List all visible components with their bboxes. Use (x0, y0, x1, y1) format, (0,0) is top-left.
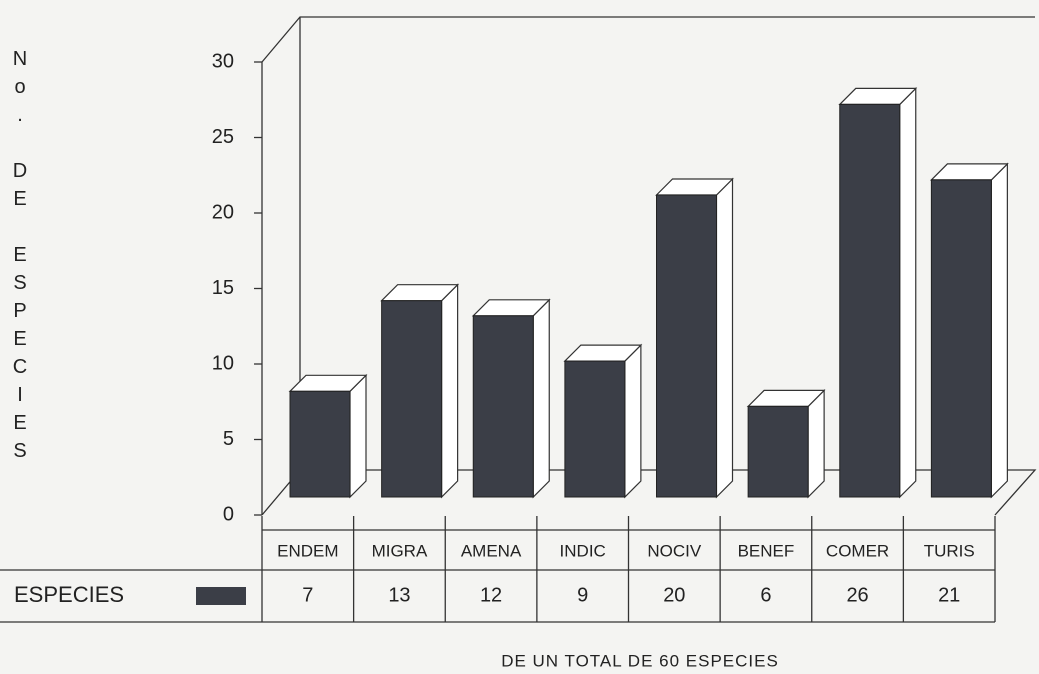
bar-side (441, 283, 459, 499)
bar (747, 405, 809, 498)
y-tick-label: 15 (212, 277, 234, 299)
x-tick-label: TURIS (924, 541, 975, 560)
x-tick-label: NOCIV (647, 541, 702, 560)
bar-side (624, 343, 642, 499)
y-tick-label: 20 (212, 201, 234, 223)
x-tick-label: MIGRA (372, 541, 428, 560)
bar-side (807, 388, 825, 499)
x-tick-label: INDIC (560, 541, 606, 560)
floor (261, 469, 1037, 516)
x-tick-label: AMENA (461, 541, 522, 560)
bar (564, 360, 626, 498)
bar-side (990, 162, 1008, 499)
y-tick-label: 0 (223, 503, 234, 525)
x-tick-label: COMER (826, 541, 889, 560)
bar (656, 194, 717, 498)
table-value: 26 (846, 584, 868, 606)
y-tick-label: 25 (212, 126, 234, 148)
y-axis-label: No. DE ESPECIES (9, 48, 31, 468)
x-axis-label: DE UN TOTAL DE 60 ESPECIES (501, 651, 779, 670)
x-tick-label: BENEF (738, 541, 795, 560)
bar (839, 103, 901, 498)
bar (930, 179, 992, 498)
bar (381, 300, 443, 498)
bar-side (349, 373, 367, 499)
y-tick-label: 5 (223, 428, 234, 450)
table-value: 20 (663, 584, 685, 606)
table-value: 9 (577, 584, 588, 606)
back-wall (261, 16, 1035, 63)
table-value: 21 (938, 584, 960, 606)
bar-side (715, 177, 734, 499)
legend-swatch (196, 587, 246, 605)
bar (472, 315, 534, 498)
table-value: 12 (480, 584, 502, 606)
y-tick-label: 10 (212, 352, 234, 374)
y-tick-label: 30 (212, 50, 234, 72)
bar-side (532, 298, 550, 499)
table-value: 6 (760, 584, 771, 606)
bar (289, 390, 351, 498)
x-tick-label: ENDEM (277, 541, 338, 560)
table-value: 7 (302, 584, 313, 606)
legend-label: ESPECIES (14, 582, 124, 607)
bar-side (899, 86, 917, 499)
table-value: 13 (388, 584, 410, 606)
